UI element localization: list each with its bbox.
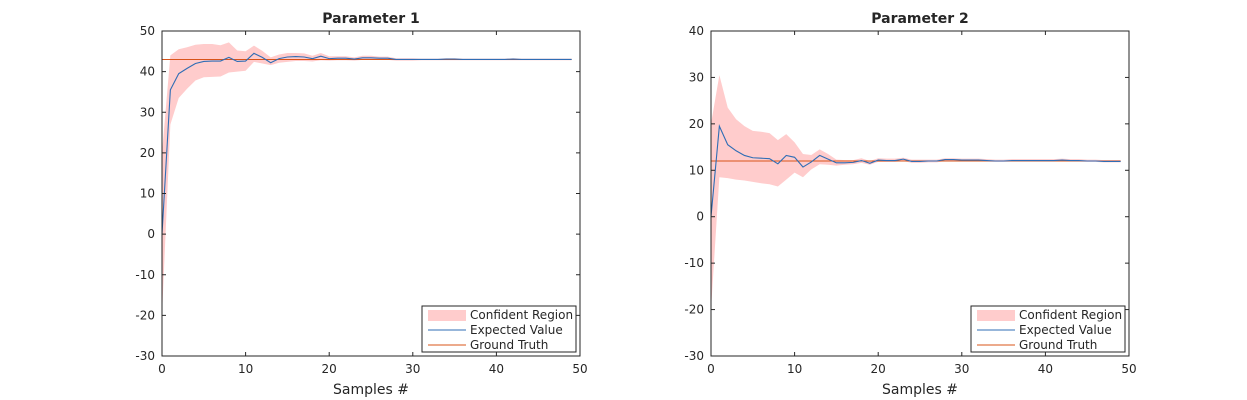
- legend-label: Ground Truth: [1019, 338, 1097, 352]
- y-tick-label: 50: [140, 24, 155, 38]
- legend-swatch-confident-region: [977, 310, 1015, 321]
- y-tick-label: 30: [689, 70, 704, 84]
- x-tick-label: 40: [489, 362, 504, 376]
- chart-parameter-2: 0 10 20 30 40 50 -30 -20 -10 0 10 20 30 40 Parameter 2…: [684, 11, 1136, 398]
- legend-label: Confident Region: [470, 308, 573, 322]
- confident-region-band: [711, 75, 1121, 310]
- x-axis-label: Samples #: [333, 382, 409, 398]
- y-tick-label: 10: [140, 187, 155, 201]
- x-tick-label: 20: [322, 362, 337, 376]
- legend-label: Expected Value: [1019, 323, 1112, 337]
- y-tick-label: 40: [140, 65, 155, 79]
- y-tick-label: -30: [135, 349, 155, 363]
- x-tick-label: 10: [787, 362, 802, 376]
- legend-swatch-confident-region: [428, 310, 466, 321]
- y-tick-label: -20: [684, 303, 704, 317]
- confident-region-band: [162, 42, 572, 316]
- x-tick-label: 30: [405, 362, 420, 376]
- y-tick-label: 0: [147, 227, 155, 241]
- y-tick-label: 20: [689, 117, 704, 131]
- x-tick-label: 0: [158, 362, 166, 376]
- chart-title: Parameter 2: [871, 11, 968, 27]
- x-tick-label: 40: [1038, 362, 1053, 376]
- legend-label: Ground Truth: [470, 338, 548, 352]
- expected-value-line: [161, 52, 572, 235]
- axes-box: [710, 30, 1130, 357]
- chart-title: Parameter 1: [322, 11, 419, 27]
- x-tick-label: 10: [238, 362, 253, 376]
- y-tick-label: 40: [689, 24, 704, 38]
- y-tick-label: 10: [689, 163, 704, 177]
- y-tick-label: 0: [696, 210, 704, 224]
- y-tick-label: 20: [140, 146, 155, 160]
- legend-label: Expected Value: [470, 323, 563, 337]
- x-axis-label: Samples #: [882, 382, 958, 398]
- y-tick-label: 30: [140, 105, 155, 119]
- y-tick-label: -10: [684, 256, 704, 270]
- x-tick-label: 20: [871, 362, 886, 376]
- expected-value-line: [710, 124, 1121, 217]
- x-tick-label: 0: [707, 362, 715, 376]
- x-tick-label: 50: [572, 362, 587, 376]
- y-tick-label: -30: [684, 349, 704, 363]
- y-tick-label: -20: [135, 308, 155, 322]
- y-tick-label: -10: [135, 268, 155, 282]
- chart-parameter-1: 0 10 20 30 40 50 -30 -20 -10 0 10 20 30 40 50 Parameter…: [135, 11, 587, 398]
- x-tick-label: 50: [1121, 362, 1136, 376]
- x-tick-label: 30: [954, 362, 969, 376]
- legend-label: Confident Region: [1019, 308, 1122, 322]
